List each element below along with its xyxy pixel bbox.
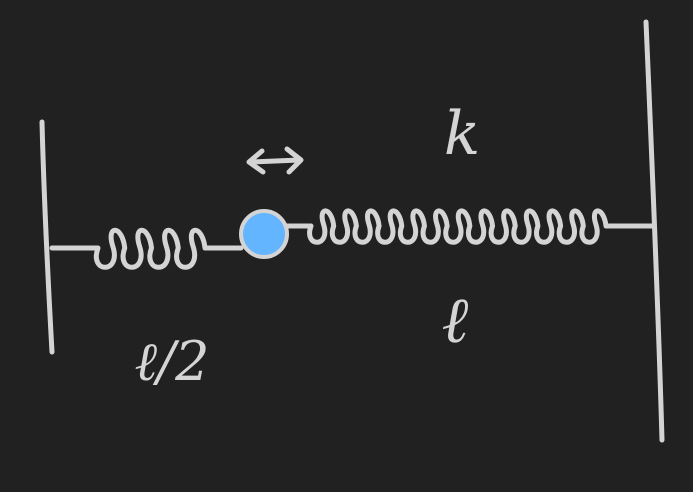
- stiffness-label: k: [444, 99, 480, 169]
- right-spring: [284, 208, 655, 245]
- mass-ball: [239, 209, 289, 259]
- left-spring: [49, 227, 244, 270]
- double-arrow-icon: [246, 146, 304, 175]
- left-wall: [39, 119, 55, 355]
- left-length-label: ℓ/2: [134, 330, 209, 393]
- right-wall: [643, 19, 665, 443]
- right-length-label: ℓ: [442, 284, 469, 358]
